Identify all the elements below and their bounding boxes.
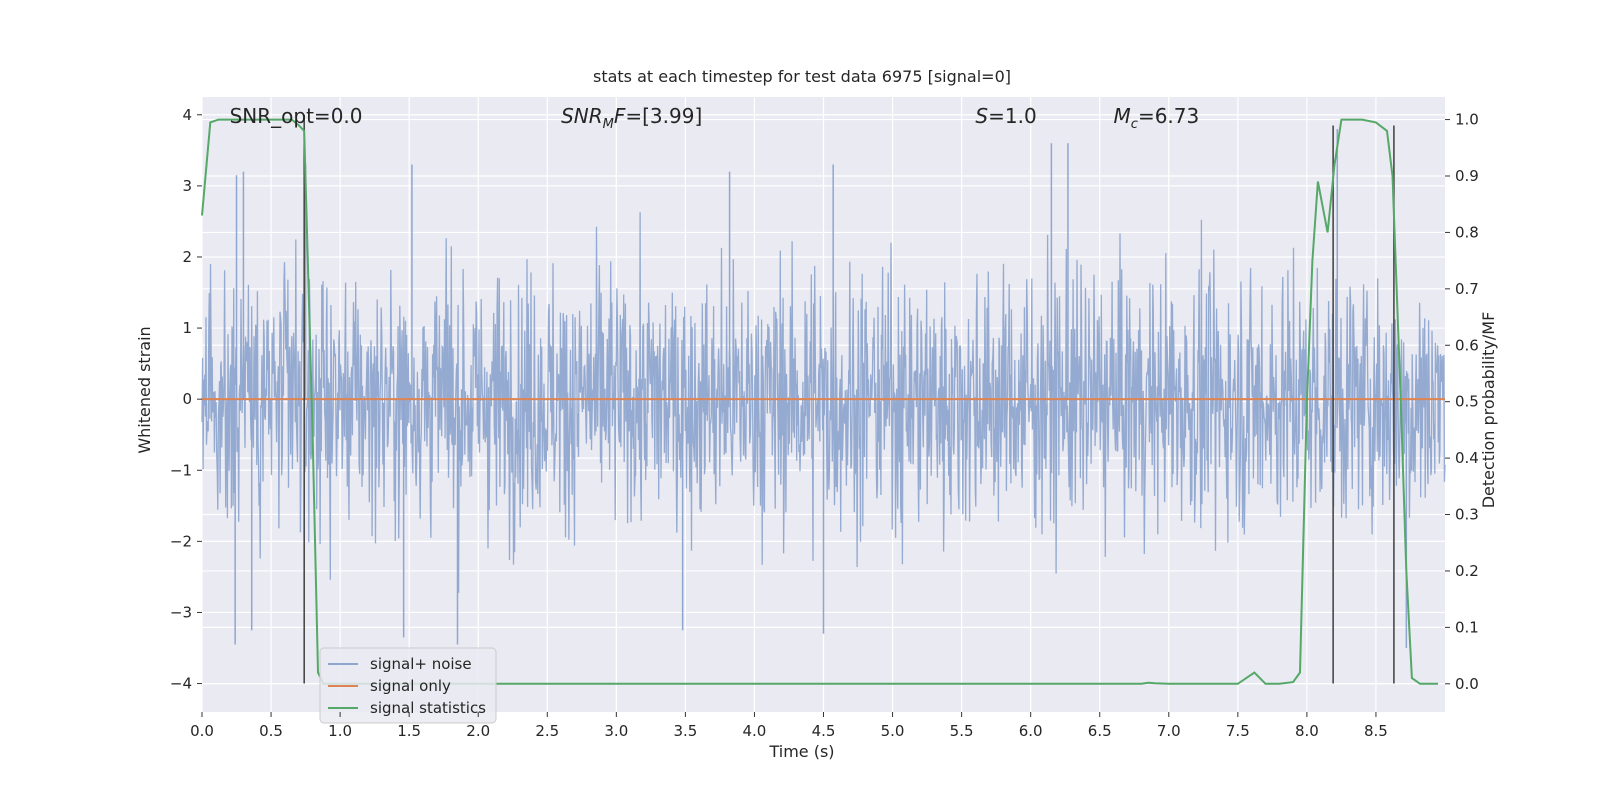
y-tick-label-left: −4 [170,675,192,693]
y-tick-label-right: 1.0 [1455,111,1479,129]
y-tick-label-left: 2 [182,248,192,266]
legend-box [319,647,497,724]
y-tick-label-left: 1 [182,319,192,337]
annotation-text: Mc=6.73 [1114,104,1200,132]
y-tick-label-left: 4 [182,106,192,124]
legend-label: signal only [370,677,451,695]
x-tick-label: 0.5 [259,722,283,740]
x-tick-label: 3.5 [673,722,697,740]
y-tick-label-right: 0.5 [1455,393,1479,411]
y-tick-label-right: 0.2 [1455,562,1479,580]
series-signal-statistics-line [201,118,1439,685]
y-tick-label-left: −2 [170,532,192,550]
x-tick-label: 5.0 [881,722,905,740]
x-tick-label: 5.5 [950,722,974,740]
y-tick-label-left: 0 [182,390,192,408]
x-tick-label: 8.5 [1364,722,1388,740]
y-tick-label-right: 0.9 [1455,167,1479,185]
y-tick-label-right: 0.6 [1455,336,1479,354]
y-axis-label-left: Whitened strain [135,326,154,453]
x-tick-label: 0.0 [190,722,214,740]
y-tick-label-right: 0.8 [1455,223,1479,241]
x-tick-label: 1.5 [397,722,421,740]
y-tick-label-right: 0.3 [1455,506,1479,524]
x-tick-label: 6.5 [1088,722,1112,740]
annotation-text: SNR_opt=0.0 [230,104,363,128]
y-axis-label-right: Detection probability/MF [1479,312,1498,509]
x-tick-label: 4.0 [743,722,767,740]
annotation-text: SNRMF=[3.99] [561,104,702,132]
legend-label: signal statistics [370,699,486,717]
y-tick-label-left: −1 [170,461,192,479]
x-tick-label: 2.5 [535,722,559,740]
legend-label: signal+ noise [370,655,472,673]
y-tick-label-left: −3 [170,603,192,621]
annotation-text: S=1.0 [975,104,1036,128]
y-tick-label-left: 3 [182,177,192,195]
series-signal-noise-line [201,212,1446,593]
y-tick-label-right: 0.1 [1455,618,1479,636]
x-tick-label: 8.0 [1295,722,1319,740]
x-tick-label: 6.0 [1019,722,1043,740]
y-tick-label-right: 0.0 [1455,675,1479,693]
x-tick-label: 1.0 [328,722,352,740]
x-axis-label: Time (s) [768,742,834,761]
plot-area [201,97,1446,712]
x-tick-label: 3.0 [604,722,628,740]
legend: signal+ noise signal only signal statistic… [319,647,497,724]
y-tick-label-right: 0.4 [1455,449,1479,467]
x-tick-label: 7.0 [1157,722,1181,740]
x-tick-label: 7.5 [1226,722,1250,740]
y-tick-label-right: 0.7 [1455,280,1479,298]
chart-title: stats at each timestep for test data 697… [593,67,1011,86]
x-tick-label: 2.0 [466,722,490,740]
x-tick-label: 4.5 [812,722,836,740]
